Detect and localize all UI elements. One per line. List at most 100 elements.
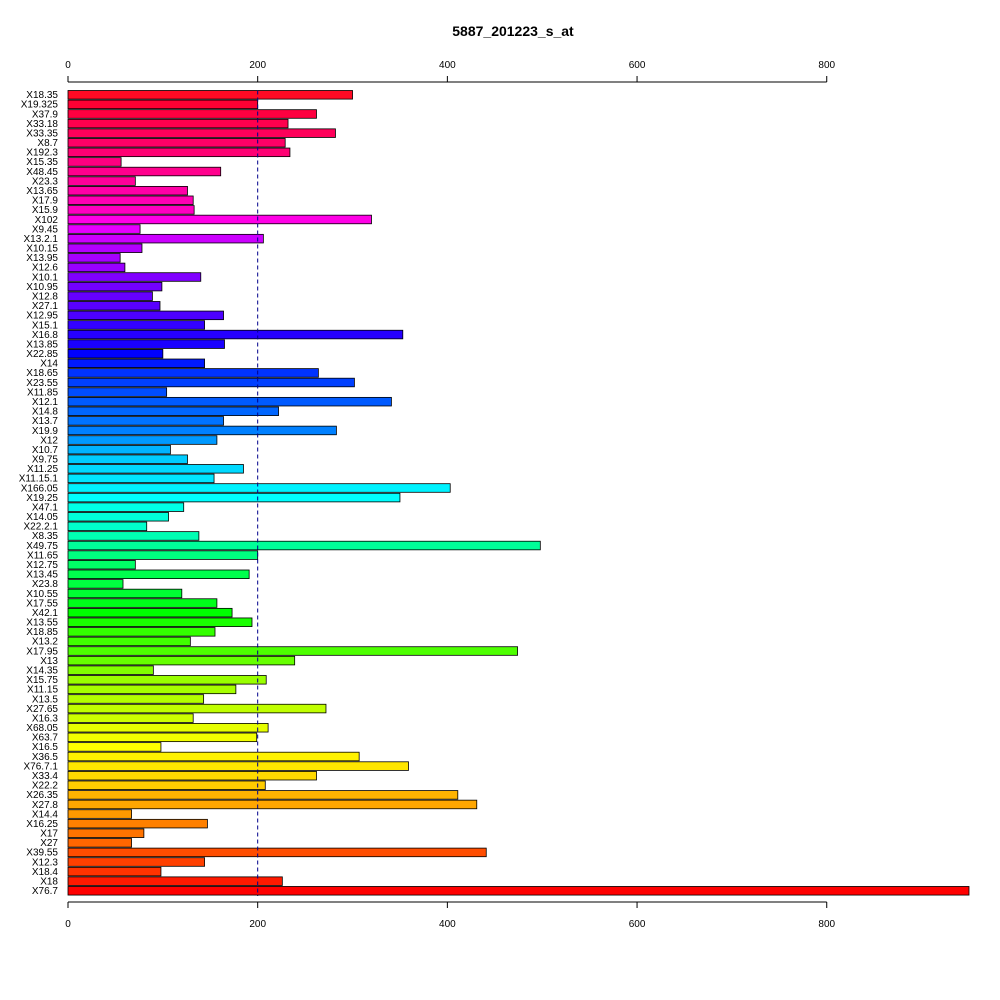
bar-X13.2.1 xyxy=(67,233,264,244)
bar-X8.7 xyxy=(67,138,286,148)
bar-X9.75 xyxy=(67,454,188,464)
bar-X14.05 xyxy=(67,512,169,522)
bar-X18 xyxy=(67,876,283,886)
chart-title: 5887_201223_s_at xyxy=(452,23,574,39)
bar-X33.4 xyxy=(67,770,317,781)
bar-X15.75 xyxy=(67,675,267,685)
bar-X13.45 xyxy=(67,569,250,580)
bar-X22.2.1 xyxy=(67,521,148,532)
bar-X10.1 xyxy=(67,272,202,282)
bar-X42.1 xyxy=(67,607,233,618)
bar-X63.7 xyxy=(67,732,258,743)
category-label: X22.85 xyxy=(26,349,58,360)
bar-X12 xyxy=(67,435,218,445)
category-label: X19.25 xyxy=(26,493,58,504)
category-label: X12.95 xyxy=(26,311,58,322)
category-label: X63.7 xyxy=(32,733,59,744)
bar-X18.35 xyxy=(67,90,353,100)
bar-X102 xyxy=(67,214,372,225)
category-label: X16.3 xyxy=(32,713,59,724)
category-label: X18.65 xyxy=(26,368,58,379)
bar-X47.1 xyxy=(67,502,185,512)
category-label: X33.4 xyxy=(32,771,59,782)
category-label: X27.1 xyxy=(32,301,59,312)
top-tick-label: 0 xyxy=(65,60,71,71)
bar-X14.4 xyxy=(67,809,132,819)
category-label: X37.9 xyxy=(32,109,59,120)
category-label: X13.55 xyxy=(26,618,58,629)
bar-X15.35 xyxy=(67,157,122,167)
bar-X12.75 xyxy=(67,560,136,570)
category-label: X10.7 xyxy=(32,445,59,456)
bar-X13.5 xyxy=(67,694,205,704)
category-label: X17.55 xyxy=(26,598,58,609)
bar-X27.8 xyxy=(67,799,478,810)
category-label: X17 xyxy=(40,829,58,840)
category-label: X15.35 xyxy=(26,157,58,168)
bar-X17.55 xyxy=(67,598,218,608)
bar-X19.25 xyxy=(67,492,401,503)
bar-X76.7.1 xyxy=(67,761,409,771)
category-label: X33.35 xyxy=(26,128,58,139)
bar-X36.5 xyxy=(67,751,360,762)
bar-X23.55 xyxy=(67,377,355,388)
category-label: X10.95 xyxy=(26,282,58,293)
bar-X10.55 xyxy=(67,588,183,599)
top-tick-label: 200 xyxy=(249,60,266,71)
bar-X10.7 xyxy=(67,444,171,455)
category-label: X48.45 xyxy=(26,167,58,178)
bar-X11.85 xyxy=(67,387,168,397)
category-label: X10.55 xyxy=(26,589,58,600)
bottom-tick-label: 800 xyxy=(818,919,835,930)
top-tick-label: 400 xyxy=(439,60,456,71)
category-label: X16.5 xyxy=(32,742,59,753)
bar-X11.15 xyxy=(67,684,237,695)
bar-X12.8 xyxy=(67,291,153,301)
bar-X12.6 xyxy=(67,262,126,273)
category-label: X12.1 xyxy=(32,397,59,408)
category-label: X11.15 xyxy=(27,685,58,696)
category-label: X36.5 xyxy=(32,752,59,763)
category-label: X9.45 xyxy=(32,224,59,235)
bar-X12.3 xyxy=(67,857,205,867)
bar-X15.1 xyxy=(67,320,205,330)
category-label: X68.05 xyxy=(26,723,58,734)
bar-X23.8 xyxy=(67,579,124,589)
category-label: X12.3 xyxy=(32,857,59,868)
bottom-tick-label: 600 xyxy=(629,919,646,930)
category-label: X22.2.1 xyxy=(24,522,59,533)
bar-X13.55 xyxy=(67,617,253,627)
category-label: X14.05 xyxy=(26,512,58,523)
category-label: X11.15.1 xyxy=(19,474,59,485)
category-label: X11.25 xyxy=(27,464,58,475)
category-label: X8.35 xyxy=(32,531,59,542)
bar-X17.95 xyxy=(67,646,518,656)
bar-X10.15 xyxy=(67,243,143,253)
category-labels: X18.35X19.325X37.9X33.18X33.35X8.7X192.3… xyxy=(19,90,59,897)
bottom-tick-label: 400 xyxy=(439,919,456,930)
category-label: X15.75 xyxy=(26,675,58,686)
category-label: X18.35 xyxy=(26,90,58,101)
category-label: X18.85 xyxy=(26,627,58,638)
category-label: X12 xyxy=(40,435,58,446)
category-label: X76.7.1 xyxy=(24,761,59,772)
bar-X16.25 xyxy=(67,818,208,829)
bar-X39.55 xyxy=(67,847,487,858)
bar-X12.95 xyxy=(67,310,224,321)
category-label: X39.55 xyxy=(26,848,58,859)
bar-X11.65 xyxy=(67,550,259,560)
bar-X13.2 xyxy=(67,636,191,647)
bar-X27 xyxy=(67,838,132,848)
category-label: X27.8 xyxy=(32,800,59,811)
bar-X49.75 xyxy=(67,540,541,551)
bar-X18.85 xyxy=(67,627,216,637)
bar-X13.65 xyxy=(67,185,188,196)
category-label: X13.45 xyxy=(26,570,58,581)
bar-X48.45 xyxy=(67,166,222,177)
category-label: X14.35 xyxy=(26,666,58,677)
category-label: X23.3 xyxy=(32,176,59,187)
bar-X192.3 xyxy=(67,147,291,158)
top-tick-label: 600 xyxy=(629,60,646,71)
category-label: X17.95 xyxy=(26,646,58,657)
category-label: X19.9 xyxy=(32,426,59,437)
